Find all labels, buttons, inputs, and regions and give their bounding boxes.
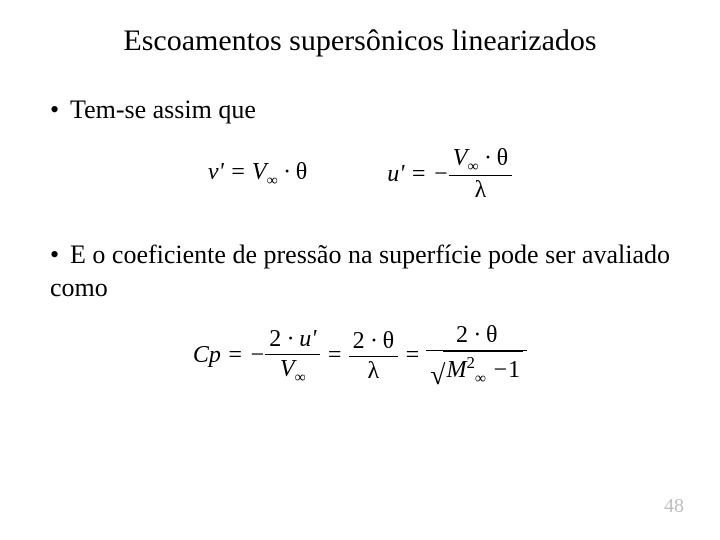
dot: ·	[278, 159, 296, 185]
uprime-frac: V∞ · θ λ	[449, 145, 512, 206]
slide-title: Escoamentos supersônicos linearizados	[50, 24, 670, 58]
bullet-1: •Tem-se assim que	[50, 94, 670, 127]
minus: −	[249, 342, 265, 368]
cp-lhs: Cp	[193, 342, 221, 368]
sqrt: √M2∞ −1	[430, 351, 523, 389]
cp-frac2-den: λ	[349, 357, 399, 386]
cp-frac1: 2 · u' V∞	[265, 326, 320, 387]
eq-sign: =	[224, 159, 252, 185]
eq-sign: =	[221, 342, 249, 368]
page-number: 48	[664, 495, 684, 518]
bullet-mark: •	[50, 239, 70, 272]
uprime-den: λ	[449, 176, 512, 205]
uprime-num: V∞ · θ	[449, 145, 512, 177]
slide: Escoamentos supersônicos linearizados •T…	[0, 0, 720, 540]
eq-sign: =	[398, 342, 426, 368]
radicand: M2∞ −1	[443, 351, 523, 389]
cp-frac2: 2 · θ λ	[349, 328, 399, 385]
uprime-lhs: u'	[387, 160, 404, 186]
theta: θ	[296, 159, 308, 185]
vprime-lhs: v'	[208, 159, 224, 185]
equation-pair: v' = V∞ · θ u' = − V∞ · θ λ	[208, 145, 512, 206]
cp-frac3: 2 · θ √M2∞ −1	[426, 322, 527, 391]
equation-vprime: v' = V∞ · θ	[208, 159, 307, 190]
equation-uprime: u' = − V∞ · θ λ	[387, 145, 512, 206]
cp-frac3-num: 2 · θ	[426, 322, 527, 351]
cp-frac3-den: √M2∞ −1	[426, 351, 527, 392]
cp-frac1-num: 2 · u'	[265, 326, 320, 355]
eq-sign: =	[404, 160, 432, 186]
eq-sign: =	[320, 342, 348, 368]
minus: −	[433, 160, 449, 186]
equation-row-1: v' = V∞ · θ u' = − V∞ · θ λ	[50, 145, 670, 206]
vinf: V∞	[252, 159, 278, 185]
cp-frac1-den: V∞	[265, 355, 320, 388]
equation-row-2: Cp = − 2 · u' V∞ = 2 · θ λ = 2 · θ √M2∞ …	[50, 322, 670, 391]
equation-cp: Cp = − 2 · u' V∞ = 2 · θ λ = 2 · θ √M2∞ …	[193, 342, 527, 368]
bullet-mark: •	[50, 94, 70, 127]
bullet-2: •E o coeficiente de pressão na superfíci…	[50, 239, 670, 304]
bullet-2-text: E o coeficiente de pressão na superfície…	[50, 240, 670, 302]
bullet-1-text: Tem-se assim que	[70, 95, 256, 124]
cp-frac2-num: 2 · θ	[349, 328, 399, 357]
